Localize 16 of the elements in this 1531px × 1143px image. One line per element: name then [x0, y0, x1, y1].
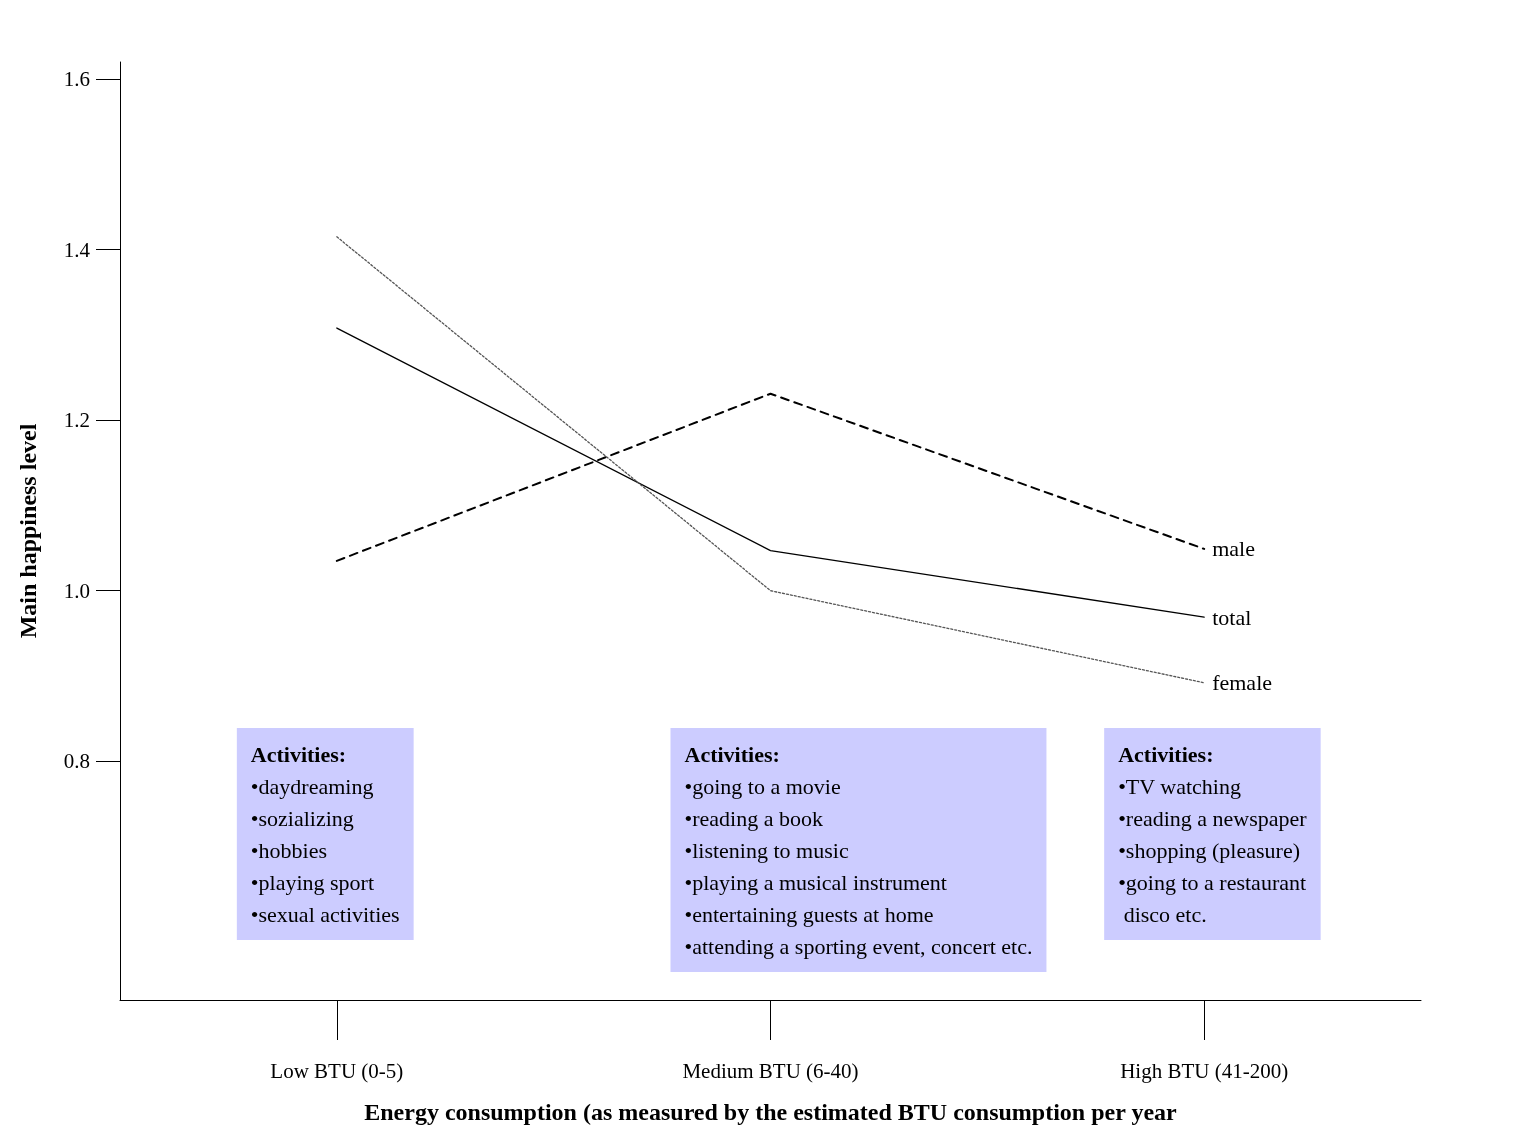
x-axis-title: Energy consumption (as measured by the estimated BTU consumption per year: [364, 1099, 1178, 1125]
y-axis-title: Main happiness level: [15, 423, 41, 639]
series-label: total: [1212, 604, 1252, 630]
series-label: female: [1212, 670, 1273, 696]
y-tick-label: 0.8: [63, 749, 90, 774]
y-tick-label: 1.0: [63, 578, 90, 603]
x-tick-label: Low BTU (0-5): [270, 1058, 404, 1083]
annotation: Activities: •going to a movie •reading a book •listening to music •playing a musical instrument •entertaining guests at home •attending a sporting event, concert etc.: [684, 741, 1033, 959]
y-tick-label: 1.4: [63, 237, 91, 262]
y-tick-label: 1.2: [63, 408, 90, 433]
y-tick-label: 1.6: [63, 67, 90, 92]
annotation: Activities: •TV watching •reading a newspaper •shopping (pleasure) •going to a restaurant disco etc.: [1118, 741, 1308, 927]
annotation: Activities: •daydreaming •sozializing •hobbies •playing sport •sexual activities: [250, 741, 400, 927]
x-tick-label: Medium BTU (6-40): [682, 1058, 859, 1083]
series-label: male: [1212, 536, 1255, 562]
x-tick-label: High BTU (41-200): [1120, 1058, 1289, 1083]
